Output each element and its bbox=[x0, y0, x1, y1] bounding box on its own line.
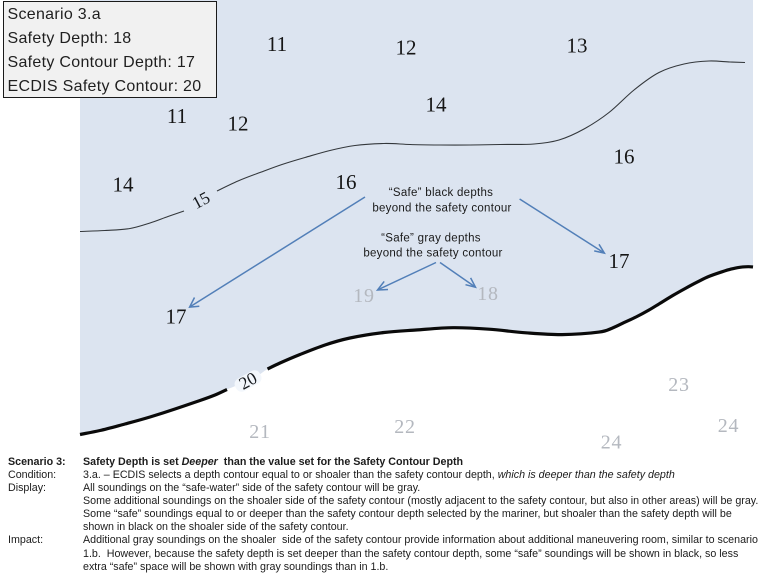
svg-text:11: 11 bbox=[267, 32, 287, 56]
svg-text:21: 21 bbox=[249, 421, 271, 443]
svg-text:16: 16 bbox=[336, 170, 357, 194]
svg-text:17: 17 bbox=[166, 305, 187, 329]
svg-text:24: 24 bbox=[718, 415, 740, 437]
svg-text:24: 24 bbox=[601, 431, 623, 453]
svg-text:beyond the safety contour: beyond the safety contour bbox=[363, 248, 502, 260]
svg-text:14: 14 bbox=[113, 173, 135, 197]
svg-text:11: 11 bbox=[167, 104, 187, 128]
svg-text:12: 12 bbox=[228, 112, 249, 136]
svg-text:beyond the safety contour: beyond the safety contour bbox=[372, 203, 511, 215]
svg-text:12: 12 bbox=[396, 36, 417, 60]
svg-text:14: 14 bbox=[426, 93, 448, 117]
svg-text:“Safe” black depths: “Safe” black depths bbox=[389, 187, 493, 199]
svg-text:22: 22 bbox=[394, 416, 416, 438]
svg-text:17: 17 bbox=[609, 249, 630, 273]
svg-text:19: 19 bbox=[353, 285, 375, 307]
svg-text:“Safe” gray depths: “Safe” gray depths bbox=[381, 233, 481, 245]
svg-text:23: 23 bbox=[668, 374, 690, 396]
svg-text:13: 13 bbox=[567, 34, 588, 58]
svg-text:16: 16 bbox=[614, 145, 635, 169]
svg-text:18: 18 bbox=[477, 283, 499, 305]
